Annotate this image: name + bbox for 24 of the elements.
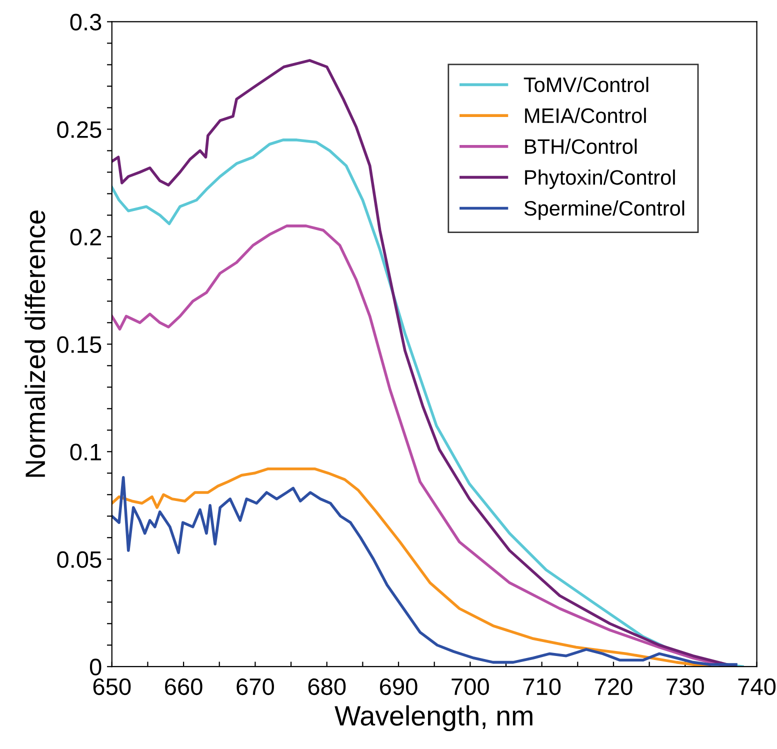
x-tick-label: 660	[165, 678, 202, 696]
x-tick-label: 700	[452, 678, 489, 696]
x-tick-label: 670	[236, 678, 274, 696]
y-axis-title: Normalized difference	[24, 210, 46, 477]
y-tick-label: 0.15	[57, 336, 102, 353]
x-tick-label: 650	[93, 678, 131, 696]
legend-label: Spermine/Control	[524, 200, 684, 220]
legend-label: BTH/Control	[525, 138, 637, 154]
x-tick-label: 720	[595, 678, 632, 696]
x-tick-label: 690	[380, 678, 418, 696]
legend-label: MEIA/Control	[525, 108, 646, 124]
y-tick-label: 0.05	[57, 551, 102, 568]
y-tick-label: 0.25	[57, 121, 102, 138]
y-tick-label: 0	[90, 658, 102, 676]
x-tick-label: 680	[308, 678, 346, 696]
legend-label: Phytoxin/Control	[525, 170, 675, 189]
y-tick-label: 0.1	[70, 444, 102, 460]
y-tick-label: 0.2	[70, 228, 101, 246]
y-tick-label: 0.3	[70, 14, 102, 31]
x-tick-label: 740	[738, 678, 776, 696]
x-tick-label: 730	[666, 678, 704, 696]
x-tick-label: 710	[523, 678, 561, 696]
legend-label: ToMV/Control	[524, 76, 648, 92]
x-axis-title: Wavelength, nm	[334, 705, 532, 732]
